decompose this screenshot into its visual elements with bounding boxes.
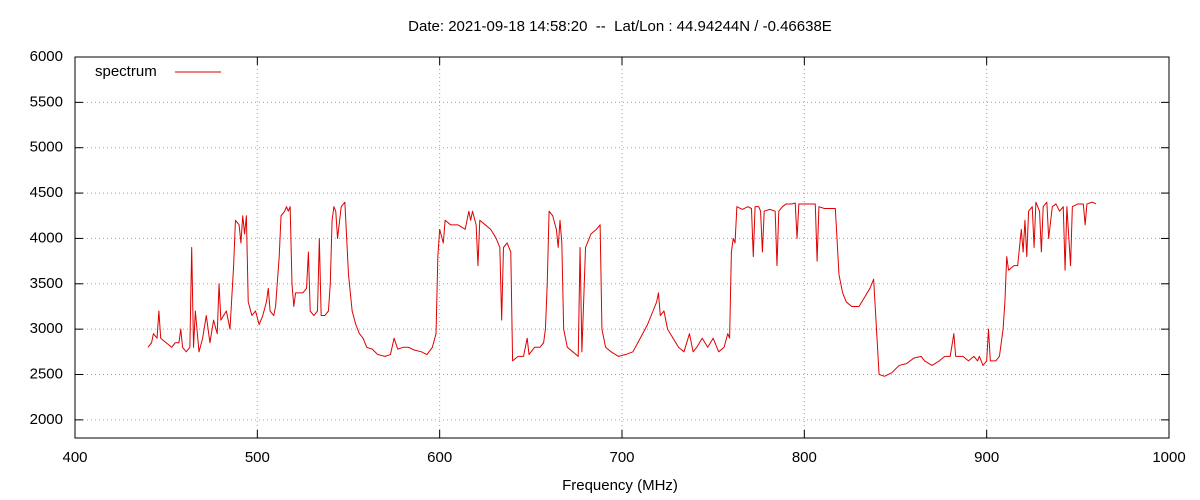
y-tick-label: 2500 [30, 365, 63, 382]
x-tick-label: 600 [427, 449, 452, 466]
x-tick-label: 700 [609, 449, 634, 466]
x-tick-label: 1000 [1152, 449, 1185, 466]
chart-title: Date: 2021-09-18 14:58:20 -- Lat/Lon : 4… [408, 18, 832, 35]
x-tick-label: 800 [792, 449, 817, 466]
x-tick-label: 500 [245, 449, 270, 466]
spectrum-line [147, 201, 1097, 377]
y-tick-label: 6000 [30, 48, 63, 65]
y-tick-label: 5500 [30, 93, 63, 110]
y-tick-label: 3000 [30, 320, 63, 337]
y-tick-label: 4500 [30, 184, 63, 201]
y-tick-label: 3500 [30, 275, 63, 292]
legend-label: spectrum [95, 63, 157, 80]
x-tick-label: 900 [974, 449, 999, 466]
y-tick-label: 5000 [30, 139, 63, 156]
x-tick-label: 400 [62, 449, 87, 466]
plot-frame [74, 56, 1170, 439]
y-tick-label: 4000 [30, 229, 63, 246]
x-axis-label: Frequency (MHz) [562, 477, 678, 494]
y-tick-label: 2000 [30, 411, 63, 428]
